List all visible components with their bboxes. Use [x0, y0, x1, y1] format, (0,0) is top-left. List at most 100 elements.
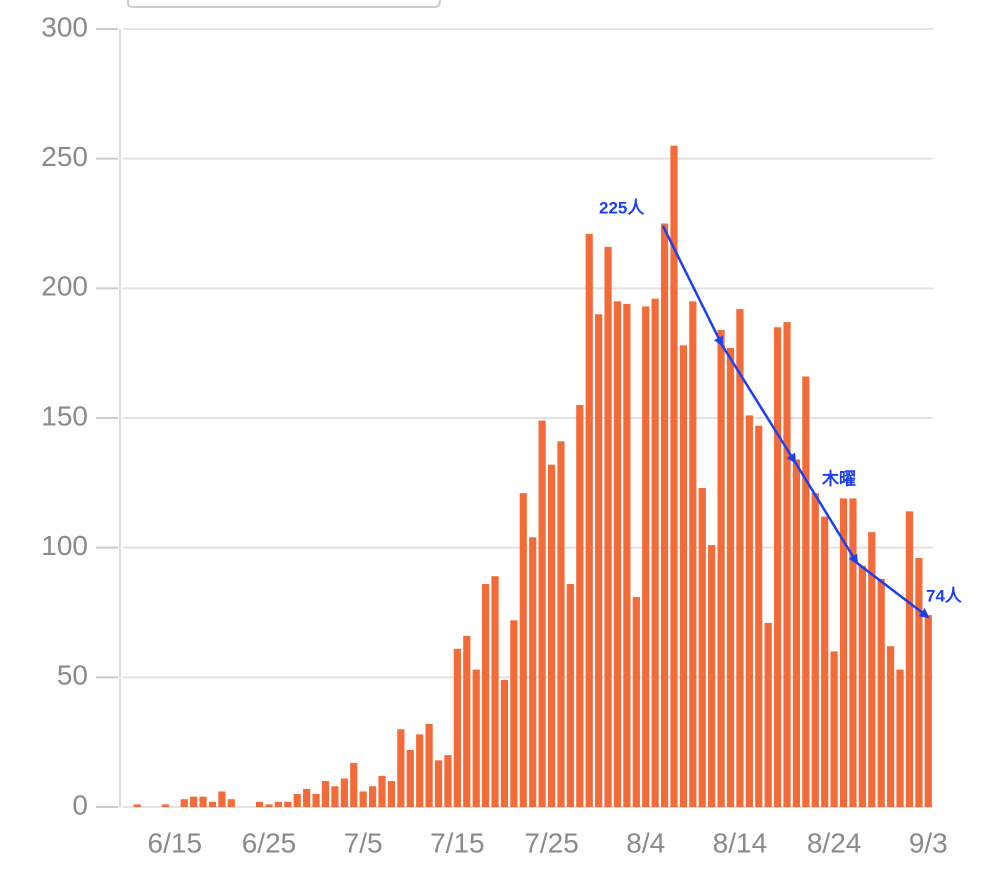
bar	[482, 583, 490, 807]
bar	[340, 778, 348, 807]
bar	[180, 799, 188, 807]
bar	[331, 786, 339, 807]
y-tick-label: 200	[41, 271, 88, 302]
bar	[397, 729, 405, 807]
bar	[303, 788, 311, 807]
bar	[764, 622, 772, 807]
bar	[670, 145, 678, 807]
bar	[434, 760, 443, 807]
bar	[698, 488, 706, 807]
x-tick-label: 6/25	[242, 827, 297, 858]
bar	[199, 796, 207, 807]
toolbar-edge	[127, 0, 441, 8]
bar	[623, 303, 631, 807]
bar	[368, 786, 377, 807]
bar	[491, 576, 499, 807]
bar	[708, 545, 716, 807]
bar	[858, 565, 866, 807]
bar	[830, 651, 838, 807]
bar	[745, 415, 753, 807]
bar	[660, 223, 669, 807]
bar	[783, 322, 791, 807]
bar	[773, 327, 782, 807]
y-tick-label: 0	[72, 789, 88, 820]
bar	[416, 734, 424, 807]
bar	[877, 578, 885, 807]
bar	[566, 583, 574, 807]
bar	[887, 646, 895, 807]
annotation: 木曜	[821, 468, 856, 488]
bar	[284, 801, 292, 807]
bar	[463, 635, 471, 807]
annotation-arrows	[661, 225, 930, 619]
bar	[726, 347, 735, 807]
bar	[519, 493, 527, 807]
arrow	[720, 344, 797, 464]
y-tick-label: 250	[41, 141, 88, 172]
bar	[190, 796, 198, 807]
arrow	[661, 225, 724, 347]
bar	[585, 233, 593, 807]
y-tick-label: 50	[57, 660, 88, 691]
bar	[218, 791, 226, 807]
bar	[350, 762, 358, 807]
bar	[896, 669, 904, 807]
bar	[274, 801, 283, 807]
bar	[802, 376, 810, 807]
x-tick-label: 8/24	[807, 827, 862, 858]
bar	[651, 298, 659, 807]
bar	[265, 804, 273, 807]
annotation: 225人	[599, 198, 645, 217]
bar	[425, 724, 433, 807]
arrow	[856, 562, 930, 619]
annotation: 74人	[926, 586, 963, 605]
bar	[557, 441, 565, 807]
bar	[293, 794, 301, 807]
bar	[642, 306, 650, 807]
bar	[717, 329, 725, 807]
bar	[359, 791, 367, 807]
bar	[208, 801, 217, 807]
bar	[679, 345, 688, 807]
bar	[453, 648, 461, 807]
arrow	[793, 461, 859, 565]
x-tick-label: 9/3	[909, 827, 948, 858]
bar	[406, 749, 414, 807]
bar	[689, 301, 697, 807]
bar	[811, 493, 819, 807]
bars	[133, 145, 932, 808]
bar	[538, 420, 546, 807]
bar	[387, 781, 396, 807]
bar	[755, 425, 763, 807]
bar	[547, 464, 556, 807]
y-tick-label: 100	[41, 530, 88, 561]
bar	[472, 669, 480, 807]
bar	[510, 620, 518, 807]
bar	[500, 679, 509, 807]
bar	[378, 775, 386, 807]
bar	[868, 532, 876, 807]
bar	[915, 558, 923, 807]
bar	[736, 309, 744, 807]
bar	[576, 405, 584, 807]
x-tick-label: 8/14	[713, 827, 768, 858]
bar	[444, 755, 452, 807]
x-tick-label: 7/25	[524, 827, 579, 858]
bar	[227, 799, 235, 807]
bar	[632, 596, 640, 807]
bar	[839, 498, 848, 807]
bar	[161, 804, 169, 807]
bar	[321, 781, 330, 807]
bar	[792, 459, 801, 807]
bar	[905, 511, 914, 807]
x-tick-label: 8/4	[626, 827, 665, 858]
bar	[529, 537, 537, 807]
y-tick-label: 300	[41, 11, 88, 42]
bar	[604, 246, 612, 808]
bar	[849, 498, 857, 807]
bar	[312, 794, 320, 807]
bar	[255, 801, 264, 807]
y-tick-label: 150	[41, 400, 88, 431]
